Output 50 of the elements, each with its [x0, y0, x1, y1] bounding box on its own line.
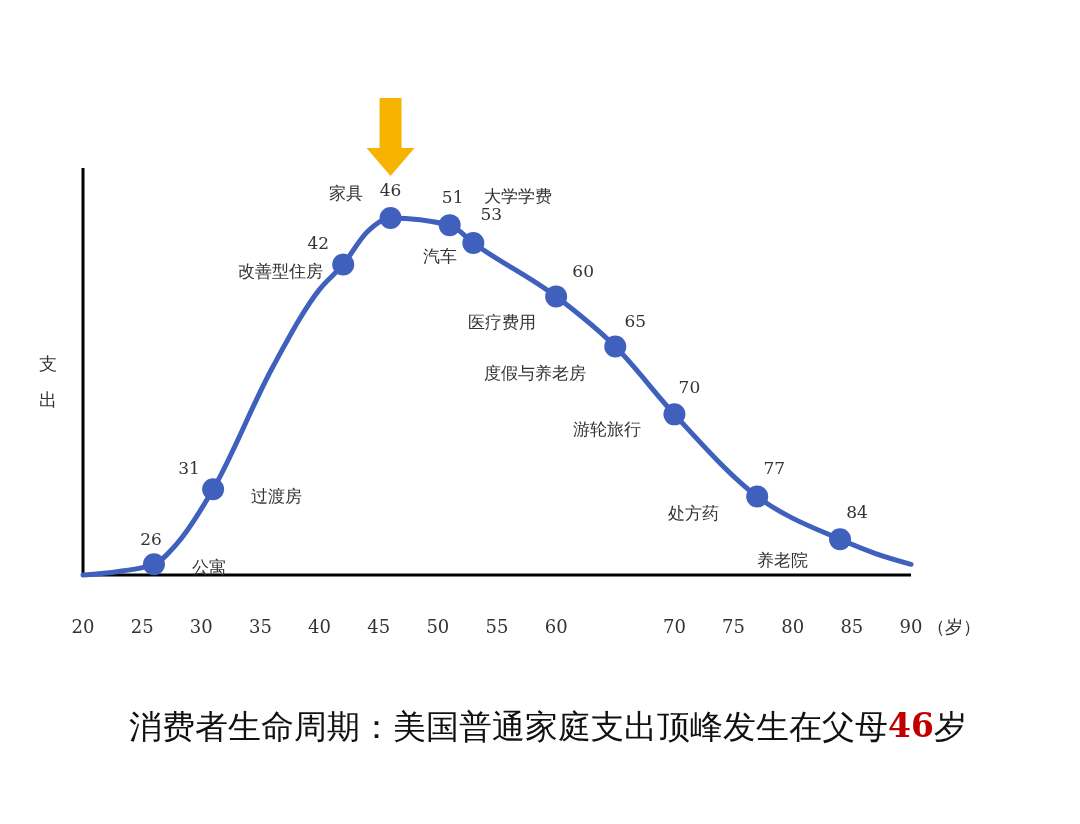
annotation: 养老院 — [756, 549, 808, 570]
point — [604, 335, 627, 358]
x-tick-label: 75 — [722, 616, 746, 637]
annotation: 汽车 — [422, 245, 457, 266]
annotation: 医疗费用 — [468, 312, 537, 333]
annotation: 46 — [379, 179, 402, 200]
x-tick-label: 30 — [189, 616, 213, 637]
point — [663, 403, 686, 426]
x-tick-label: 90 — [899, 616, 923, 637]
point — [202, 478, 225, 501]
annotation: 53 — [480, 204, 503, 225]
annotation: 77 — [763, 457, 786, 478]
annotation: 51 — [441, 186, 464, 207]
x-tick-label: 45 — [367, 616, 391, 637]
point — [438, 214, 461, 237]
annotation: 处方药 — [667, 502, 719, 523]
annotation: 42 — [307, 232, 330, 253]
point — [746, 485, 769, 508]
x-tick-label: 25 — [130, 616, 154, 637]
annotation: 公寓 — [191, 556, 226, 577]
annotation: 31 — [178, 457, 200, 478]
text: 消费者生命周期：美国普通家庭支出顶峰发生在父母46岁 — [129, 706, 967, 746]
annotation: 70 — [678, 376, 701, 397]
annotation: 度假与养老房 — [484, 363, 587, 384]
x-axis-title: （岁） — [927, 616, 981, 637]
x-tick-label: 20 — [71, 616, 95, 637]
x-tick-label: 85 — [840, 616, 864, 637]
x-tick-label: 60 — [544, 616, 568, 637]
annotation: 大学学费 — [484, 186, 553, 207]
point — [545, 285, 568, 308]
x-tick-label: 70 — [662, 616, 686, 637]
x-tick-label: 55 — [485, 616, 509, 637]
x-tick-label: 50 — [426, 616, 450, 637]
annotation: 家具 — [328, 182, 363, 203]
x-tick-label: 40 — [308, 616, 332, 637]
y-axis-title: 支出 — [39, 353, 57, 410]
annotation: 84 — [846, 501, 868, 522]
annotation: 26 — [140, 528, 162, 549]
point — [332, 253, 355, 276]
annotation: 65 — [624, 311, 647, 332]
annotation: 改善型住房 — [238, 260, 324, 281]
point — [462, 231, 485, 254]
annotation: 60 — [572, 261, 594, 282]
point — [829, 528, 852, 551]
annotation: 过渡房 — [251, 485, 303, 506]
x-tick-label: 35 — [248, 616, 272, 637]
point — [379, 207, 402, 229]
annotation: 游轮旅行 — [573, 418, 642, 439]
point — [142, 553, 165, 576]
x-tick-label: 80 — [781, 616, 805, 637]
